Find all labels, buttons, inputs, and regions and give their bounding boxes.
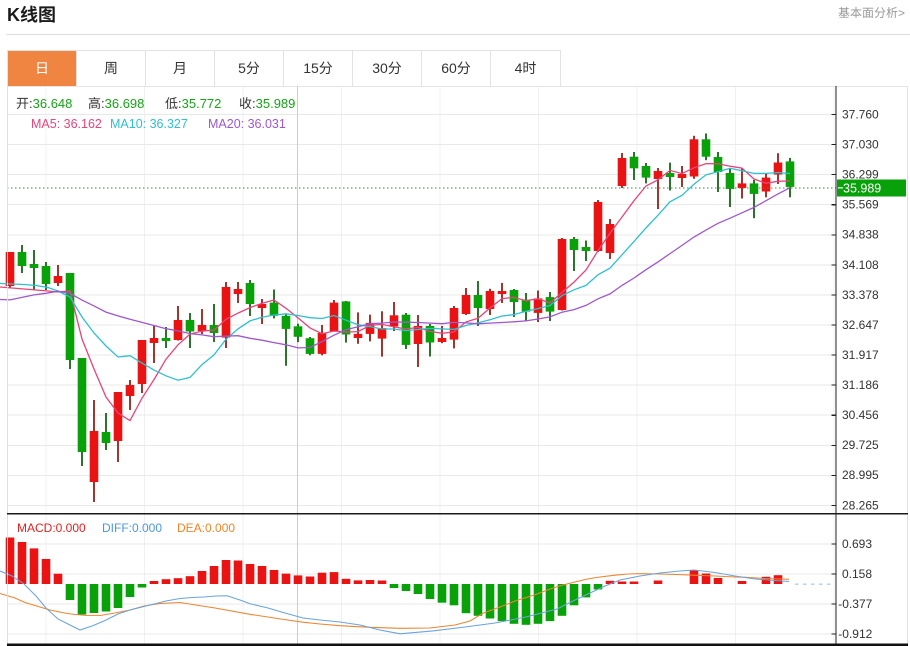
svg-text:31.917: 31.917: [842, 348, 879, 362]
svg-text:MA10: 36.327: MA10: 36.327: [110, 117, 188, 131]
svg-text:-0.912: -0.912: [838, 627, 872, 641]
svg-text:低:35.772: 低:35.772: [165, 96, 221, 111]
svg-text:36.299: 36.299: [842, 168, 879, 182]
svg-text:28.265: 28.265: [842, 498, 879, 512]
svg-text:-0.377: -0.377: [838, 597, 872, 611]
svg-text:0.693: 0.693: [842, 537, 872, 551]
svg-text:35.989: 35.989: [843, 182, 881, 196]
svg-text:34.838: 34.838: [842, 228, 879, 242]
svg-text:28.995: 28.995: [842, 468, 879, 482]
svg-text:34.108: 34.108: [842, 258, 879, 272]
svg-text:DEA:0.000: DEA:0.000: [177, 521, 235, 535]
svg-text:30.456: 30.456: [842, 408, 879, 422]
svg-text:32.647: 32.647: [842, 318, 879, 332]
svg-text:MA5: 36.162: MA5: 36.162: [31, 117, 102, 131]
svg-text:37.030: 37.030: [842, 138, 879, 152]
svg-text:0.158: 0.158: [842, 567, 872, 581]
svg-text:29.725: 29.725: [842, 438, 879, 452]
svg-text:33.378: 33.378: [842, 288, 879, 302]
svg-text:开:36.648: 开:36.648: [16, 96, 72, 111]
svg-text:DIFF:0.000: DIFF:0.000: [102, 521, 162, 535]
svg-text:收:35.989: 收:35.989: [239, 96, 295, 111]
svg-text:MACD:0.000: MACD:0.000: [17, 521, 86, 535]
svg-text:35.569: 35.569: [842, 198, 879, 212]
svg-text:31.186: 31.186: [842, 378, 879, 392]
svg-text:MA20: 36.031: MA20: 36.031: [208, 117, 286, 131]
svg-text:37.760: 37.760: [842, 107, 879, 121]
svg-text:高:36.698: 高:36.698: [88, 96, 144, 111]
